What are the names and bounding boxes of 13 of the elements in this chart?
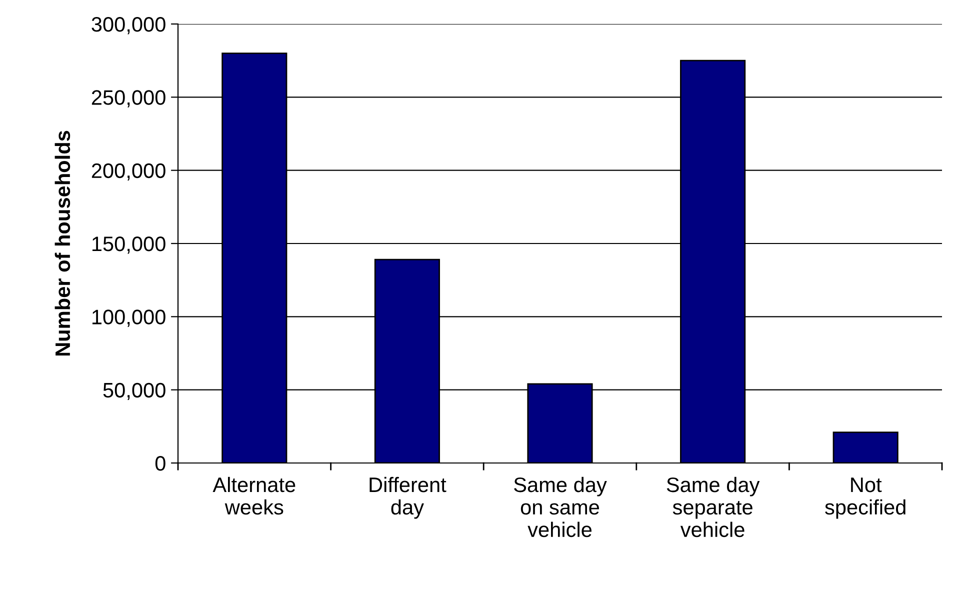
x-tick-label: Different day (370, 476, 446, 519)
x-tick-label: Not specified (825, 478, 906, 519)
y-tick-label: 0 (155, 456, 166, 471)
y-tick-label: 200,000 (92, 163, 166, 181)
y-tick-label: 50,000 (103, 382, 166, 400)
y-axis-title: Number of households (54, 130, 70, 356)
x-tick-label: Alternate weeks (212, 476, 296, 515)
y-tick-label: 300,000 (92, 17, 166, 34)
y-tick-label: 150,000 (92, 236, 166, 254)
y-tick-label: 100,000 (92, 310, 166, 327)
y-tick-label: 250,000 (92, 90, 166, 108)
x-tick-label: Same day separate vehicle (666, 476, 760, 538)
x-tick-label: Same day on same vehicle (514, 476, 607, 538)
